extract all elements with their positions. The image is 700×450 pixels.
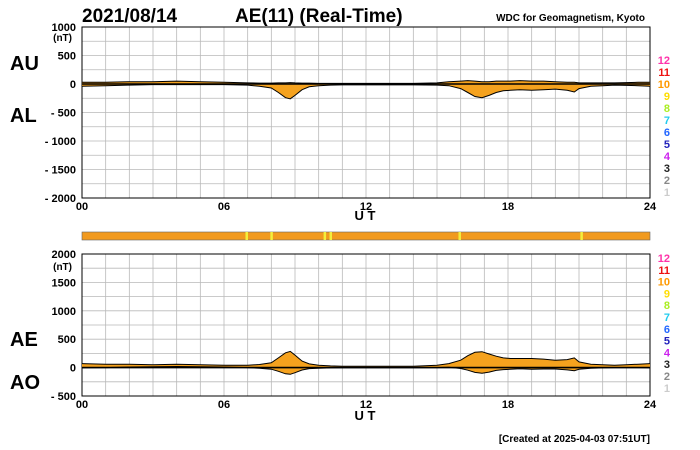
legend-entry: 4	[664, 151, 671, 163]
x-tick-label: 12	[360, 399, 372, 411]
series-line-ae	[81, 350, 651, 367]
legend-entry: 4	[664, 347, 671, 359]
y-tick-label: 0	[70, 79, 76, 91]
created-timestamp: [Created at 2025-04-03 07:51UT]	[499, 434, 650, 445]
x-tick-label: 24	[644, 201, 657, 213]
legend-entry: 3	[664, 163, 670, 175]
y-tick-label: 500	[58, 51, 76, 63]
y-tick-label: 2000	[52, 249, 76, 261]
y-tick-label: - 500	[51, 391, 76, 403]
legend-entry: 12	[658, 253, 670, 265]
ae-ao-x-ticks: 00 06 12 18 24	[76, 399, 657, 411]
y-tick-label: 0	[70, 363, 76, 375]
legend-entry: 9	[664, 288, 670, 300]
y-tick-label: - 500	[51, 108, 76, 120]
x-tick-label: 06	[218, 399, 230, 411]
legend-entry: 5	[664, 336, 670, 348]
index-bar-fill	[81, 231, 651, 241]
ae-label: AE	[10, 329, 38, 351]
legend-entry: 7	[664, 115, 670, 127]
au-al-y-ticks: 1000 500 0 - 500 - 1000 - 1500 - 2000	[45, 22, 76, 205]
legend-entry: 6	[664, 127, 670, 139]
legend-entry: 6	[664, 324, 670, 336]
au-al-grid	[81, 26, 651, 199]
plot-frame	[81, 26, 651, 199]
ae-ao-grid	[81, 253, 651, 397]
station-index-bar	[81, 231, 651, 241]
ae-ao-area	[81, 350, 651, 375]
legend-entry: 10	[658, 277, 670, 289]
index-bar-mark	[580, 232, 583, 240]
x-tick-label: 12	[360, 201, 372, 213]
x-tick-label: 18	[502, 399, 514, 411]
legend-entry: 2	[664, 175, 670, 187]
y-tick-label: - 2000	[45, 193, 76, 205]
index-bar-mark	[323, 232, 327, 240]
y-tick-label: 500	[58, 334, 76, 346]
legend-entry: 3	[664, 359, 670, 371]
y-tick-label: 1000	[52, 22, 76, 34]
au-al-unit-label: (nT)	[53, 33, 72, 44]
legend-entry: 8	[664, 103, 670, 115]
legend-entry: 9	[664, 91, 670, 103]
ae-ao-panel: 2000 1500 1000 500 0 - 500 00 06 12 18 24 (nT) AE…	[10, 249, 657, 423]
legend-entry: 5	[664, 139, 670, 151]
x-tick-label: 18	[502, 201, 514, 213]
envelope-fill	[82, 80, 650, 99]
plot-frame	[81, 253, 651, 397]
plot-date: 2021/08/14	[82, 6, 178, 27]
ao-label: AO	[10, 372, 40, 394]
au-al-x-axis-label: U T	[355, 208, 376, 223]
legend-entry: 12	[658, 55, 670, 67]
series-line-al	[81, 84, 651, 100]
y-tick-label: - 1500	[45, 165, 76, 177]
envelope-fill	[82, 351, 650, 375]
au-label: AU	[10, 53, 39, 75]
x-tick-label: 00	[76, 201, 88, 213]
y-tick-label: - 1000	[45, 136, 76, 148]
legend-entry: 11	[658, 67, 670, 79]
ae-ao-y-ticks: 2000 1500 1000 500 0 - 500	[51, 249, 76, 403]
data-source: WDC for Geomagnetism, Kyoto	[496, 13, 645, 24]
index-bar-mark	[245, 232, 248, 240]
legend-entry: 7	[664, 312, 670, 324]
legend-entry: 11	[658, 265, 670, 277]
index-bar-mark	[329, 232, 332, 240]
series-line-ao	[81, 365, 651, 375]
legend-entry: 1	[664, 383, 670, 395]
plot-title: AE(11) (Real-Time)	[235, 6, 403, 27]
x-tick-label: 06	[218, 201, 230, 213]
legend-entry: 1	[664, 187, 670, 199]
y-tick-label: 1500	[52, 277, 76, 289]
index-bar-mark	[270, 232, 273, 240]
ae-ao-unit-label: (nT)	[53, 262, 72, 273]
au-al-x-ticks: 00 06 12 18 24	[76, 201, 657, 213]
legend-entry: 10	[658, 79, 670, 91]
index-bar-mark	[458, 232, 461, 240]
y-tick-label: 1000	[52, 306, 76, 318]
legend-entry: 8	[664, 300, 670, 312]
au-al-area	[81, 80, 651, 100]
legend-entry: 2	[664, 371, 670, 383]
ae-ao-x-axis-label: U T	[355, 408, 376, 423]
al-label: AL	[10, 105, 37, 127]
x-tick-label: 24	[644, 399, 657, 411]
x-tick-label: 00	[76, 399, 88, 411]
au-al-panel: 1000 500 0 - 500 - 1000 - 1500 - 2000 00 06 12 18…	[10, 22, 657, 223]
series-line-au	[82, 80, 650, 84]
